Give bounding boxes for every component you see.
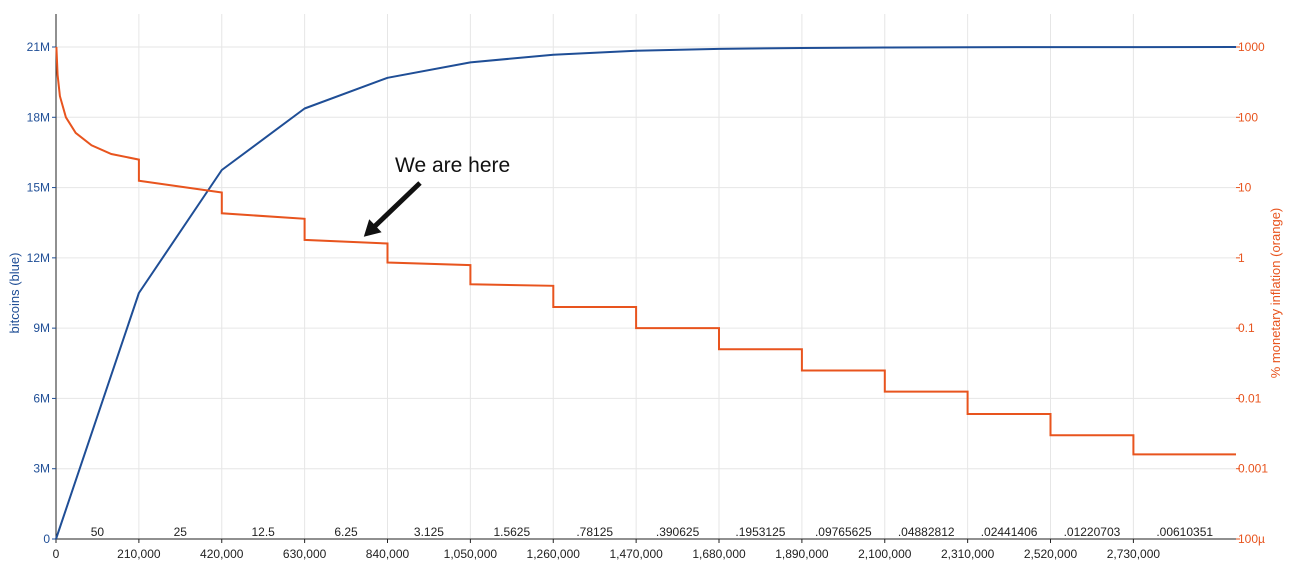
x-tick-label: 2,730,000 — [1107, 547, 1161, 561]
x-tick-label: 1,470,000 — [609, 547, 663, 561]
series-layer — [55, 46, 1237, 540]
grid — [56, 14, 1236, 539]
x-tick-label: 2,310,000 — [941, 547, 995, 561]
right-tick-label: 10 — [1238, 181, 1252, 195]
block-reward-label: .02441406 — [981, 525, 1038, 539]
left-tick-label: 6M — [33, 391, 50, 405]
left-tick-label: 15M — [27, 181, 50, 195]
x-tick-label: 630,000 — [283, 547, 327, 561]
annotation-text: We are here — [395, 154, 510, 177]
left-tick-label: 21M — [27, 40, 50, 54]
x-tick-label: 1,260,000 — [527, 547, 581, 561]
block-reward-label: .09765625 — [815, 525, 872, 539]
right-tick-label: 0.1 — [1238, 321, 1255, 335]
left-axis-title: bitcoins (blue) — [7, 253, 22, 334]
left-axis-ticks: 0 3M 6M 9M 12M 15M 18M 21M — [27, 40, 56, 546]
right-tick-label: 100µ — [1238, 532, 1265, 546]
x-tick-label: 1,890,000 — [775, 547, 829, 561]
x-tick-label: 2,100,000 — [858, 547, 912, 561]
right-tick-label: 0.001 — [1238, 462, 1268, 476]
block-reward-label: .04882812 — [898, 525, 955, 539]
right-tick-label: 1000 — [1238, 40, 1265, 54]
left-tick-label: 18M — [27, 110, 50, 124]
block-reward-label: .01220703 — [1064, 525, 1121, 539]
block-reward-labels: 50 25 12.5 6.25 3.125 1.5625 .78125 .390625 .195… — [91, 525, 1214, 539]
block-reward-label: .78125 — [576, 525, 613, 539]
left-tick-label: 0 — [43, 532, 50, 546]
x-axis-ticks: 0 210,000 420,000 630,000 840,000 1,050,000 1,… — [53, 539, 1161, 561]
block-reward-label: 1.5625 — [493, 525, 530, 539]
left-tick-label: 9M — [33, 321, 50, 335]
annotation: We are here — [363, 154, 510, 237]
left-tick-label: 12M — [27, 251, 50, 265]
annotation-arrow-icon — [363, 181, 422, 237]
left-tick-label: 3M — [33, 462, 50, 476]
x-tick-label: 2,520,000 — [1024, 547, 1078, 561]
block-reward-label: .00610351 — [1156, 525, 1213, 539]
block-reward-label: .390625 — [656, 525, 700, 539]
x-tick-label: 1,680,000 — [692, 547, 746, 561]
right-tick-label: 0.01 — [1238, 391, 1262, 405]
x-tick-label: 0 — [53, 547, 60, 561]
block-reward-label: 25 — [174, 525, 188, 539]
axes — [55, 14, 1236, 540]
monetary-inflation-line — [55, 46, 1236, 456]
right-axis-ticks: 100µ 0.001 0.01 0.1 1 10 100 1000 — [1236, 40, 1268, 546]
block-reward-label: 50 — [91, 525, 105, 539]
right-tick-label: 100 — [1238, 110, 1258, 124]
block-reward-label: 6.25 — [334, 525, 358, 539]
x-tick-label: 420,000 — [200, 547, 244, 561]
block-reward-label: 12.5 — [252, 525, 276, 539]
block-reward-label: .1953125 — [735, 525, 785, 539]
x-tick-label: 840,000 — [366, 547, 410, 561]
block-reward-label: 3.125 — [414, 525, 444, 539]
right-tick-label: 1 — [1238, 251, 1245, 265]
x-tick-label: 210,000 — [117, 547, 161, 561]
x-tick-label: 1,050,000 — [444, 547, 498, 561]
bitcoins-supply-line — [55, 46, 1237, 540]
right-axis-title: % monetary inflation (orange) — [1268, 208, 1283, 379]
